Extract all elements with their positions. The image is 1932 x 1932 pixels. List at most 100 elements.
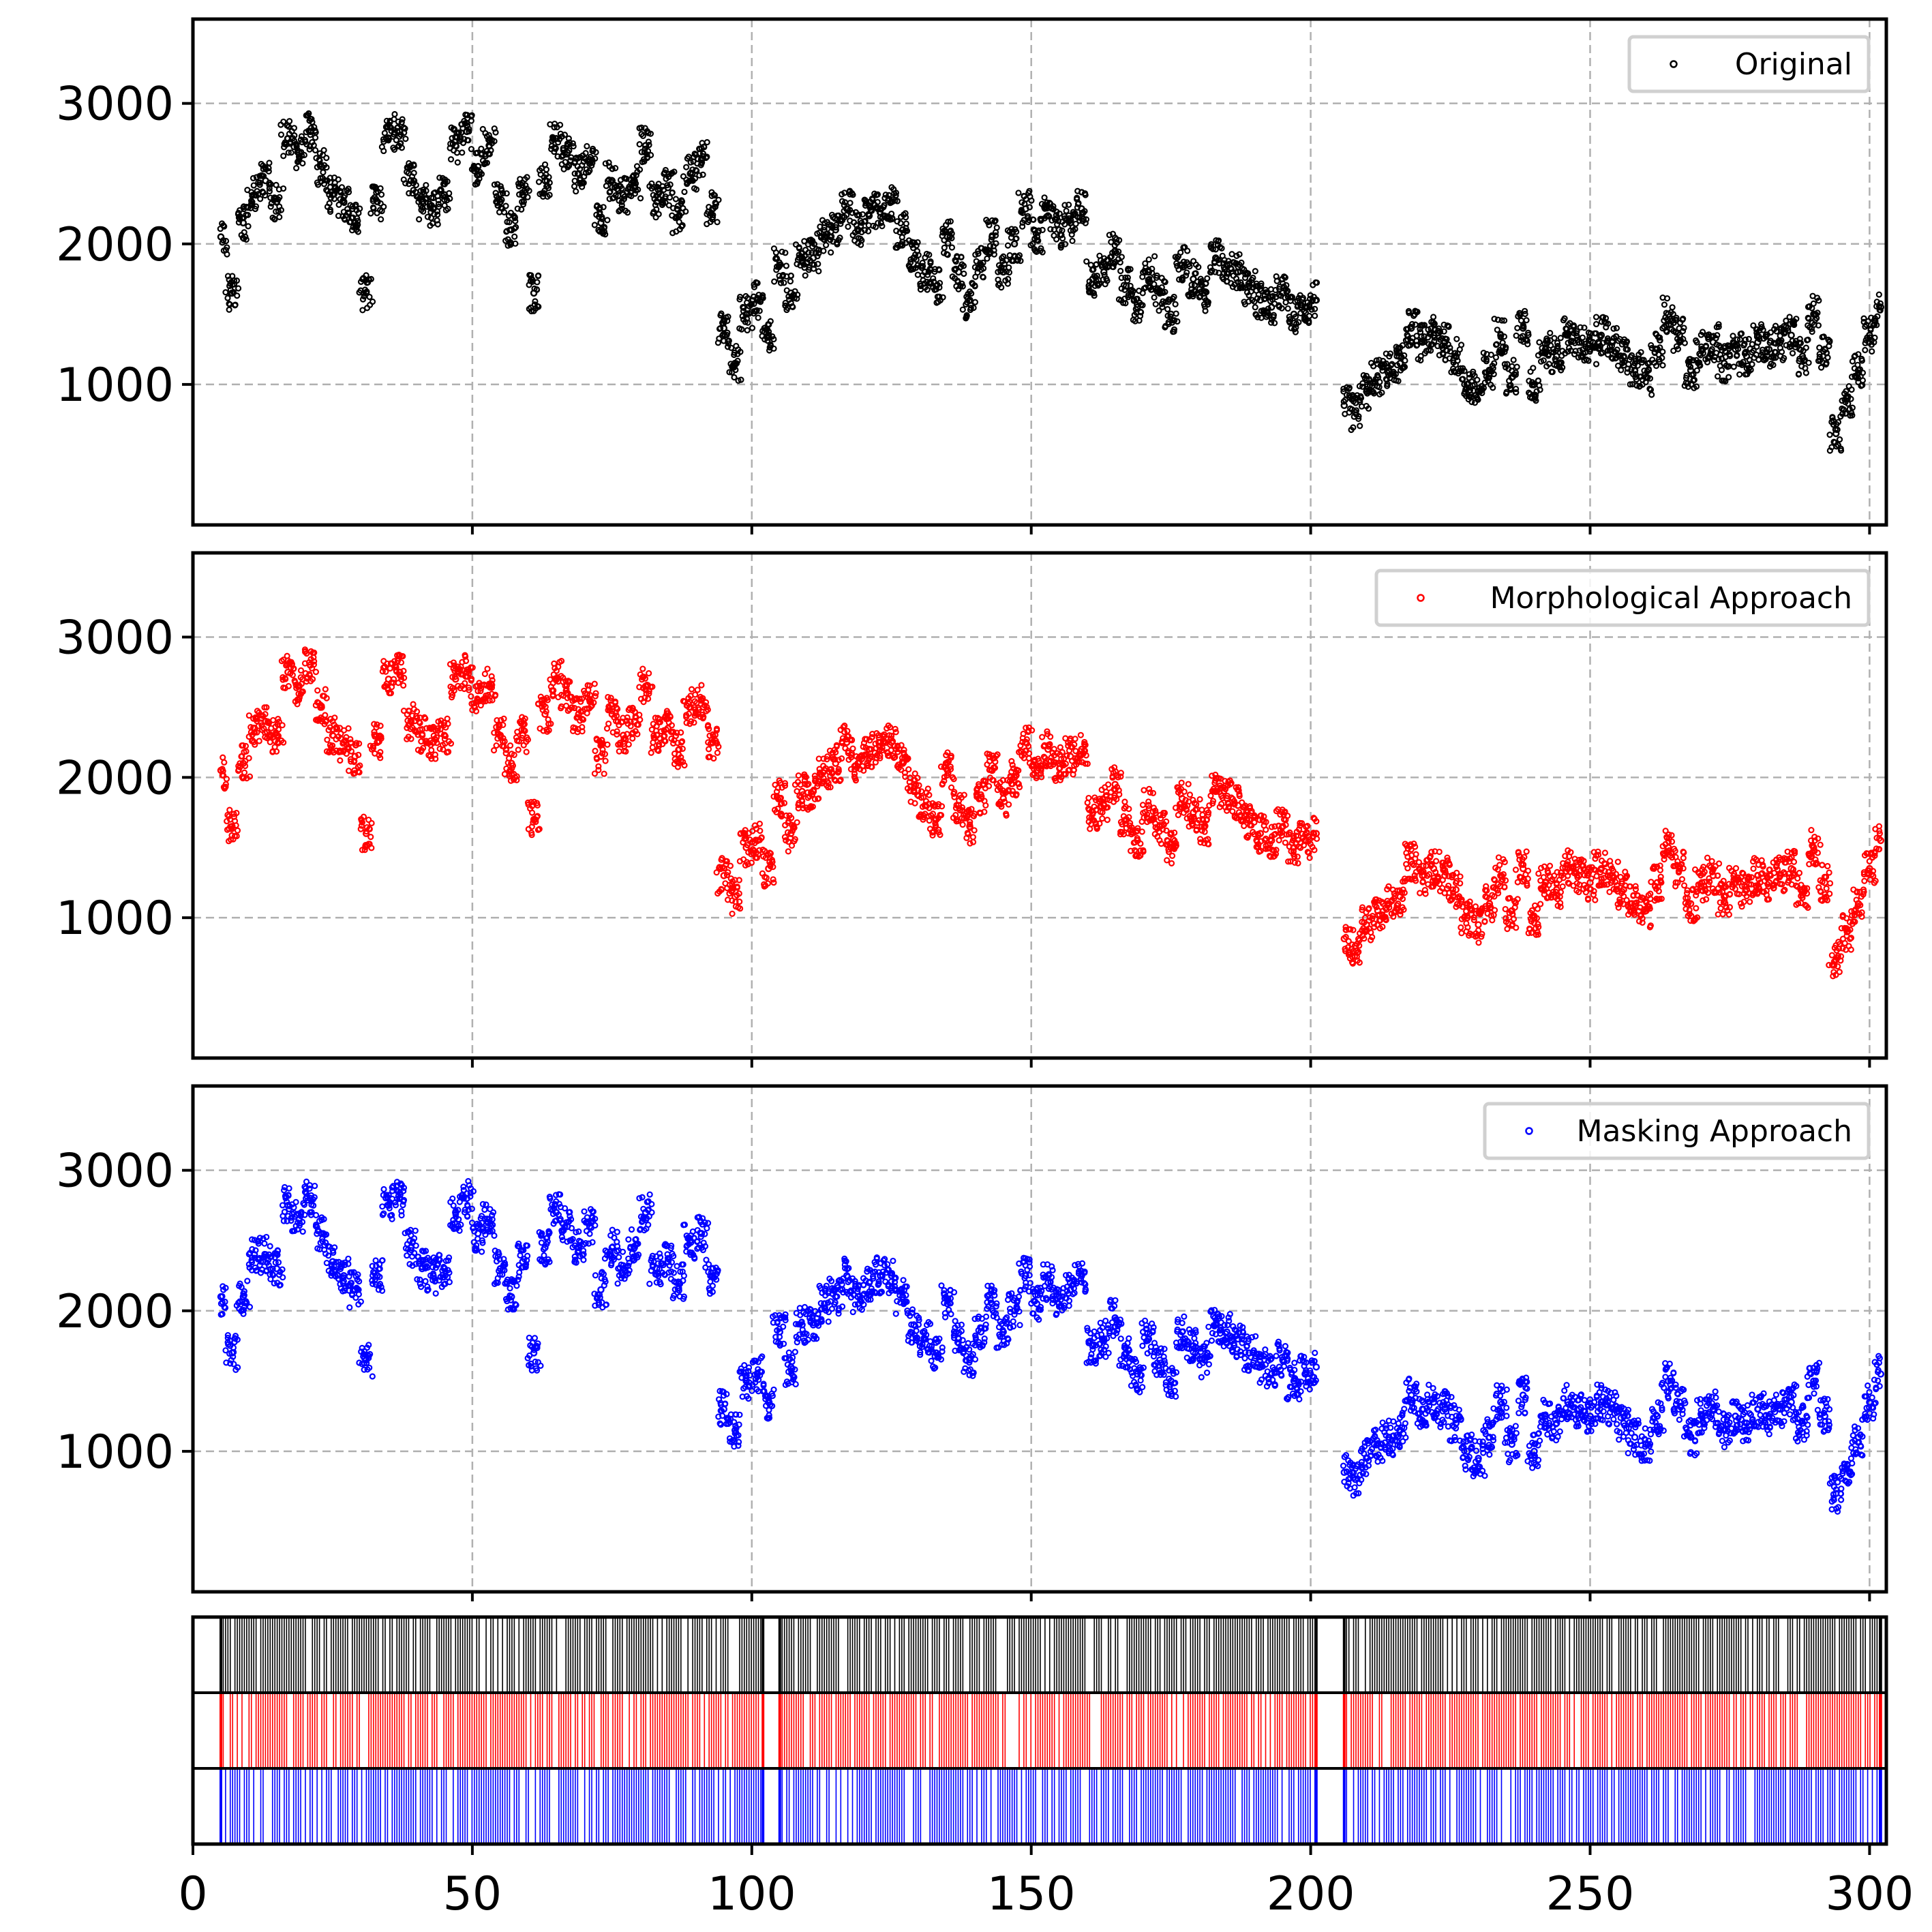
data-point-dense	[434, 211, 441, 218]
data-point-dense	[307, 125, 314, 132]
data-point-dense	[286, 123, 292, 130]
data-point-dense	[323, 155, 330, 162]
data-point-dense	[518, 206, 525, 213]
data-point-dense	[528, 307, 535, 315]
data-point-dense	[477, 168, 483, 176]
data-point-dense	[524, 194, 531, 200]
data-point-dense	[335, 176, 342, 183]
data-point-dense	[381, 130, 388, 136]
data-point-dense	[285, 149, 292, 156]
data-point-dense	[222, 237, 230, 245]
data-point-dense	[524, 174, 530, 181]
data-point-dense	[352, 201, 359, 208]
data-point-dense	[243, 236, 250, 243]
data-point-dense	[512, 217, 519, 224]
data-point-dense	[483, 160, 491, 166]
data-point-dense	[327, 206, 334, 213]
data-point-dense	[494, 196, 501, 202]
data-point-dense	[447, 156, 455, 163]
data-point-dense	[286, 118, 293, 125]
data-point-dense	[398, 145, 406, 151]
data-point-dense	[230, 277, 238, 284]
data-point-dense	[307, 132, 314, 138]
data-point-dense	[402, 136, 409, 142]
data-point-dense	[409, 190, 416, 197]
data-point-dense	[552, 145, 559, 151]
grid-original	[193, 19, 1886, 525]
data-point-dense	[535, 303, 542, 310]
data-point-dense	[323, 164, 330, 171]
data-point-dense	[436, 203, 442, 210]
data-point-dense	[506, 219, 513, 226]
data-point-dense	[380, 147, 387, 155]
data-point-dense	[256, 179, 263, 186]
data-point-dense	[402, 125, 408, 132]
data-point-dense	[290, 125, 298, 132]
data-point-dense	[280, 153, 287, 160]
legend-original: Original	[1627, 35, 1871, 93]
data-point-dense	[367, 210, 374, 217]
data-point-dense	[369, 204, 377, 211]
data-point-dense	[394, 124, 401, 132]
data-point-dense	[275, 196, 282, 203]
data-point-dense	[224, 295, 231, 301]
data-point-dense	[335, 201, 342, 208]
data-point-dense	[341, 199, 348, 207]
data-point-dense	[367, 275, 374, 282]
data-point-dense	[511, 233, 518, 240]
data-point-dense	[320, 181, 328, 187]
data-point-dense	[399, 116, 406, 123]
data-point-dense	[526, 187, 532, 194]
data-point-dense	[298, 133, 305, 140]
data-point-dense	[374, 198, 381, 205]
data-point-dense	[533, 286, 540, 293]
data-point-dense	[500, 190, 507, 197]
data-point-dense	[245, 223, 252, 230]
data-point-dense	[561, 132, 569, 138]
data-point-dense	[551, 124, 558, 131]
data-point-dense	[301, 151, 307, 159]
data-point-dense	[519, 201, 527, 208]
data-point-dense	[423, 181, 429, 189]
data-point-dense	[312, 129, 319, 136]
data-point-dense	[266, 188, 273, 195]
data-point-dense	[511, 215, 518, 222]
data-point-dense	[256, 181, 263, 188]
data-point-dense	[550, 135, 557, 142]
data-point-dense	[311, 123, 318, 131]
data-point-dense	[312, 147, 319, 154]
data-point-dense	[441, 196, 448, 203]
data-point-dense	[474, 179, 481, 185]
data-point-dense	[378, 216, 384, 223]
data-point-dense	[342, 192, 348, 199]
data-point-dense	[345, 185, 352, 192]
data-point-dense	[233, 277, 240, 284]
data-point-dense	[436, 175, 443, 181]
data-point-dense	[546, 192, 553, 198]
data-point-dense	[398, 119, 405, 126]
data-point-dense	[242, 233, 249, 240]
data-point-dense	[378, 191, 385, 198]
data-point-dense	[534, 273, 542, 280]
data-point-dense	[320, 147, 327, 153]
data-point-dense	[293, 164, 300, 172]
data-point-dense	[341, 215, 348, 222]
data-point-dense	[250, 175, 257, 181]
data-point-dense	[280, 118, 287, 125]
data-point-dense	[410, 170, 417, 177]
data-point-dense	[221, 223, 228, 230]
data-point-dense	[556, 121, 564, 128]
data-point-dense	[459, 125, 466, 132]
data-point-dense	[252, 205, 259, 213]
data-point-dense	[416, 216, 423, 223]
data-point-dense	[420, 200, 427, 207]
data-point-dense	[377, 185, 384, 192]
data-point-dense	[491, 138, 498, 145]
y-tick-label: 3000	[56, 78, 174, 132]
data-point-dense	[407, 162, 414, 169]
data-point-dense	[344, 209, 352, 216]
data-point-dense	[337, 188, 344, 195]
data-point-dense	[345, 189, 352, 196]
data-point-dense	[308, 116, 315, 123]
data-point-dense	[366, 293, 373, 301]
